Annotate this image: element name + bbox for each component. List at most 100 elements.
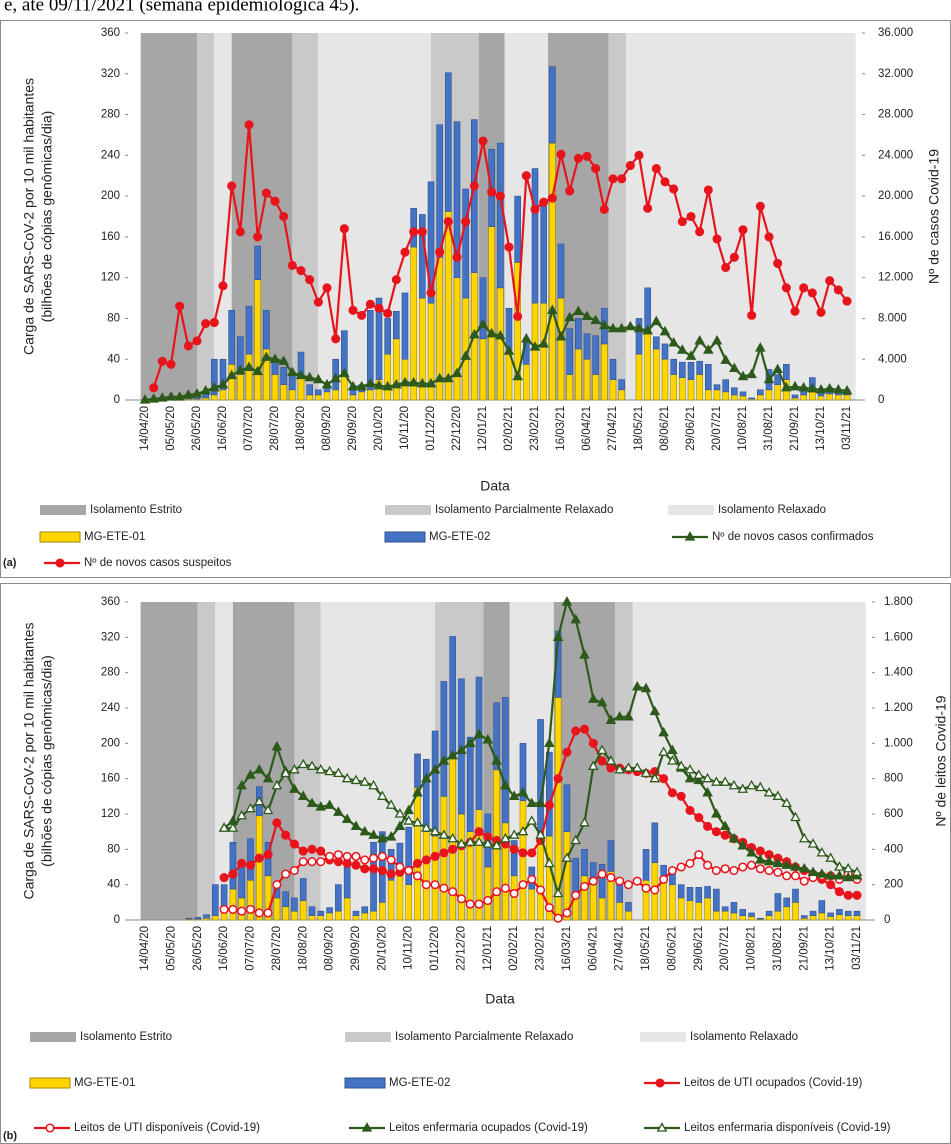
marker <box>667 788 677 798</box>
marker <box>535 829 546 839</box>
y2-tick-label: 600 <box>884 808 903 820</box>
marker <box>492 887 502 897</box>
legend-label: Isolamento Estrito <box>80 1031 172 1043</box>
legend-label: Isolamento Estrito <box>90 504 182 516</box>
marker <box>491 839 502 850</box>
marker <box>685 858 695 869</box>
marker <box>597 869 607 879</box>
marker <box>425 377 437 388</box>
marker <box>807 382 818 393</box>
legend-item: Isolamento Relaxado <box>668 504 826 516</box>
y-tick-label: 200 <box>101 737 120 749</box>
x-tick-label: 10/08/21 <box>737 406 749 451</box>
bar-segment <box>488 226 495 401</box>
y-tick-label: 40 <box>107 879 120 891</box>
marker <box>218 281 228 291</box>
bar-segment <box>696 360 703 375</box>
marker <box>719 820 731 831</box>
marker <box>552 887 564 898</box>
marker <box>508 829 520 839</box>
bar-segment <box>308 906 316 916</box>
bar-segment <box>254 279 261 401</box>
bar-segment <box>367 389 374 401</box>
bar-segment <box>722 379 729 393</box>
marker <box>262 772 274 783</box>
marker <box>451 367 463 378</box>
chart: 0 40 80 120 160 200 240 280 320 360 0 4.000 8.000 12.… <box>3 27 942 569</box>
marker <box>403 804 415 815</box>
x-tick-label: 07/07/20 <box>245 926 257 971</box>
marker <box>295 369 307 380</box>
bar-segment <box>818 912 826 921</box>
legend-item: Leitos de UTI ocupados (Covid-19) <box>644 1077 863 1089</box>
bar-segment <box>713 888 720 912</box>
marker <box>219 873 229 883</box>
y-tick-label: 280 <box>101 109 120 121</box>
marker <box>313 373 324 384</box>
period-band <box>215 602 233 920</box>
period-band <box>197 33 215 400</box>
marker <box>237 906 247 916</box>
x-tick-label: 28/07/20 <box>269 406 281 451</box>
bar-segment <box>361 912 369 921</box>
bar-segment <box>721 906 729 912</box>
bar-segment <box>531 168 539 304</box>
marker <box>834 887 844 897</box>
marker <box>408 376 419 387</box>
marker <box>675 760 687 770</box>
marker <box>651 164 661 174</box>
marker <box>711 808 722 818</box>
x-tick-label: 01/12/20 <box>425 406 437 451</box>
bar-segment <box>581 849 588 877</box>
marker <box>149 383 159 393</box>
x-tick-label: 26/05/20 <box>192 926 204 971</box>
legend-marker <box>656 1122 668 1132</box>
marker <box>851 866 863 876</box>
legend-swatch <box>29 1077 71 1089</box>
marker <box>807 838 819 848</box>
marker <box>763 855 775 866</box>
marker <box>503 345 515 355</box>
marker <box>816 868 828 878</box>
legend-item: Leitos enfermaria disponíveis (Covid-19) <box>644 1122 891 1134</box>
bar-segment <box>677 884 685 899</box>
marker <box>530 204 540 214</box>
marker <box>281 869 291 879</box>
marker <box>236 809 247 820</box>
bar-segment <box>211 394 218 401</box>
bar-segment <box>774 910 782 921</box>
marker <box>833 285 843 295</box>
bar-segment <box>280 367 287 386</box>
bar-segment <box>730 912 738 921</box>
bar-segment <box>774 374 781 386</box>
bar-segment <box>721 910 729 921</box>
bar-segment <box>713 910 720 921</box>
legend-item: MG-ETE-02 <box>344 1077 450 1089</box>
marker <box>703 185 713 195</box>
bar-segment <box>245 353 253 401</box>
bar-segment <box>185 917 193 920</box>
marker <box>668 337 679 347</box>
bar-segment <box>783 906 790 921</box>
bar-segment <box>670 358 677 375</box>
x-tick-label: 20/07/21 <box>711 406 723 451</box>
marker <box>226 369 237 380</box>
marker <box>703 344 714 354</box>
marker <box>360 855 370 865</box>
bar-segment <box>635 353 643 401</box>
marker <box>504 242 514 252</box>
y-tick-label: 0 <box>114 914 120 926</box>
marker <box>473 836 485 846</box>
marker <box>607 322 619 333</box>
caption: e, até 09/11/2021 (semana epidemiológica… <box>4 0 359 15</box>
bar-segment <box>739 915 747 921</box>
marker <box>357 310 367 320</box>
bar-segment <box>211 358 218 396</box>
legend-swatch <box>668 505 714 515</box>
bar-segment <box>466 736 474 832</box>
marker <box>712 234 722 244</box>
marker <box>798 832 810 843</box>
marker <box>306 797 318 808</box>
bar-segment <box>514 195 521 263</box>
y2-tick-label: 12.000 <box>878 272 913 284</box>
